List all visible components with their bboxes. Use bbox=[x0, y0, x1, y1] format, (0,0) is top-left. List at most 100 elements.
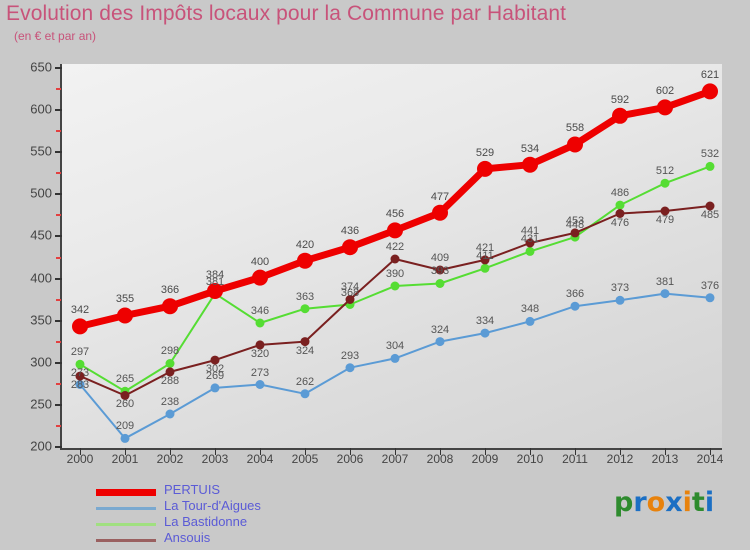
logo-letter: r bbox=[633, 487, 647, 518]
series-point bbox=[210, 383, 220, 393]
series-point bbox=[390, 254, 400, 264]
series-point bbox=[165, 409, 175, 419]
y-tick-minor-mark bbox=[56, 214, 61, 217]
logo-letter: i bbox=[682, 487, 692, 518]
series-point bbox=[570, 228, 580, 238]
x-tick-label: 2005 bbox=[291, 452, 319, 466]
y-tick-minor-mark bbox=[56, 256, 61, 259]
series-point bbox=[345, 363, 355, 373]
series-point bbox=[435, 265, 445, 275]
y-tick-label: 400 bbox=[30, 270, 52, 286]
x-tick-mark bbox=[125, 448, 126, 455]
series-point bbox=[477, 160, 493, 177]
legend-swatch bbox=[96, 522, 156, 526]
series-point bbox=[615, 295, 625, 305]
y-tick-minor-mark bbox=[56, 382, 61, 385]
series-point bbox=[255, 318, 265, 328]
y-tick-label: 500 bbox=[30, 185, 52, 201]
x-tick-mark bbox=[80, 448, 81, 455]
series-point bbox=[75, 371, 85, 381]
y-tick-minor-mark bbox=[56, 88, 61, 91]
series-point bbox=[525, 316, 535, 326]
x-tick-mark bbox=[170, 448, 171, 455]
series-point bbox=[255, 340, 265, 350]
series-point bbox=[207, 283, 223, 299]
series-point bbox=[705, 161, 715, 171]
series-point bbox=[657, 99, 673, 116]
series-point bbox=[660, 289, 670, 299]
series-point bbox=[162, 298, 178, 315]
series-point bbox=[297, 252, 313, 269]
series-point bbox=[615, 209, 625, 218]
x-tick-mark bbox=[665, 448, 666, 455]
y-tick-mark bbox=[55, 193, 62, 196]
x-tick-mark bbox=[350, 448, 351, 455]
series-point bbox=[480, 328, 490, 338]
y-tick-mark bbox=[55, 67, 62, 69]
y-axis-line bbox=[60, 64, 62, 450]
x-tick-label: 2013 bbox=[651, 452, 679, 466]
page-subtitle: (en € et par an) bbox=[14, 29, 97, 43]
legend-swatch bbox=[96, 506, 156, 510]
x-tick-label: 2011 bbox=[562, 452, 588, 466]
series-point bbox=[612, 107, 628, 124]
x-tick-label: 2010 bbox=[516, 452, 544, 466]
series-point bbox=[480, 255, 490, 265]
x-tick-label: 2008 bbox=[426, 452, 454, 466]
x-axis-line bbox=[60, 448, 722, 450]
series-point bbox=[522, 156, 538, 173]
series-point bbox=[435, 279, 445, 288]
series-point bbox=[165, 367, 175, 377]
x-tick-mark bbox=[575, 448, 576, 455]
series-point bbox=[525, 238, 535, 248]
series-point bbox=[345, 295, 355, 304]
series-point bbox=[390, 281, 400, 291]
y-tick-mark bbox=[55, 319, 62, 322]
series-point bbox=[702, 83, 718, 100]
series-point bbox=[75, 380, 85, 389]
series-point bbox=[480, 263, 490, 273]
x-tick-mark bbox=[260, 448, 261, 455]
series-point bbox=[390, 353, 400, 363]
series-point bbox=[252, 269, 268, 286]
series-point bbox=[387, 222, 403, 239]
x-tick-label: 2012 bbox=[606, 452, 634, 466]
series-point bbox=[75, 359, 85, 369]
series-point bbox=[165, 359, 175, 368]
logo-letter: x bbox=[665, 487, 683, 518]
x-tick-mark bbox=[530, 448, 531, 455]
y-tick-label: 450 bbox=[30, 227, 52, 243]
chart-series-svg bbox=[72, 83, 718, 443]
page-title: Evolution des Impôts locaux pour la Comm… bbox=[6, 2, 567, 25]
series-point bbox=[300, 304, 310, 314]
y-tick-label: 550 bbox=[30, 143, 52, 159]
y-tick-label: 300 bbox=[30, 354, 52, 370]
logo-letter: p bbox=[614, 487, 634, 518]
y-tick-label: 250 bbox=[30, 396, 52, 412]
y-tick-mark bbox=[55, 446, 62, 448]
y-tick-label: 650 bbox=[30, 59, 52, 75]
series-point bbox=[570, 301, 580, 311]
x-tick-mark bbox=[395, 448, 396, 455]
y-tick-minor-mark bbox=[56, 298, 61, 301]
legend-swatch bbox=[96, 488, 156, 496]
series-point bbox=[615, 200, 625, 210]
x-tick-label: 2004 bbox=[246, 452, 274, 466]
series-point bbox=[435, 337, 445, 347]
logo-letter: t bbox=[691, 487, 705, 518]
y-tick-label: 350 bbox=[30, 312, 52, 328]
series-point bbox=[120, 433, 130, 443]
x-tick-mark bbox=[215, 448, 216, 455]
y-tick-minor-mark bbox=[56, 172, 61, 175]
x-tick-label: 2000 bbox=[66, 452, 94, 466]
x-tick-mark bbox=[620, 448, 621, 455]
series-point bbox=[705, 201, 715, 211]
series-point bbox=[342, 239, 358, 256]
legend-label: PERTUIS bbox=[164, 482, 221, 497]
y-tick-minor-mark bbox=[56, 424, 61, 427]
series-point bbox=[705, 293, 715, 303]
proxiti-logo: proxiti bbox=[614, 487, 714, 518]
x-tick-mark bbox=[440, 448, 441, 455]
chart-plot-area bbox=[60, 64, 722, 449]
series-point bbox=[120, 391, 130, 400]
